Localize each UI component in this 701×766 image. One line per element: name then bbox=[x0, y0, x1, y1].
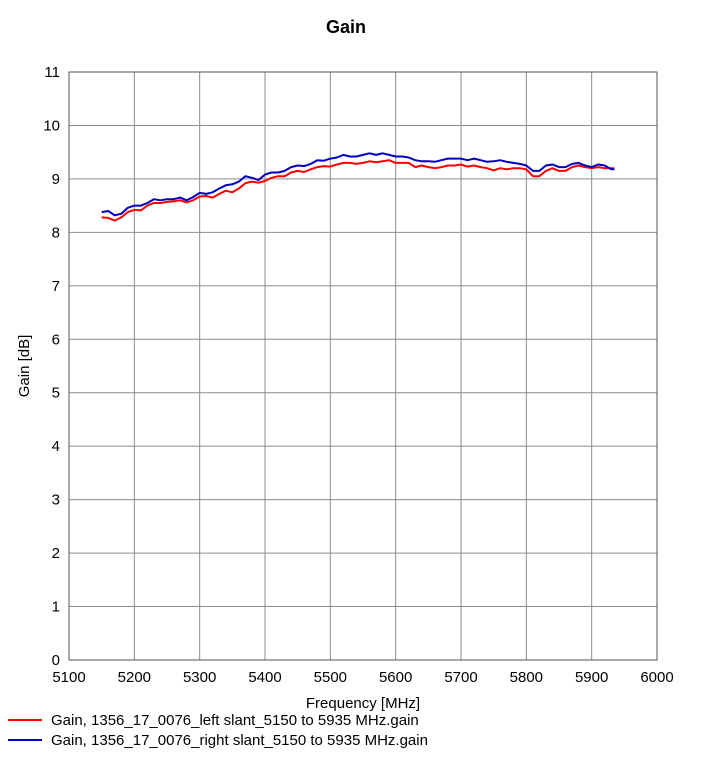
series-lines bbox=[101, 152, 615, 222]
chart-title: Gain bbox=[326, 17, 366, 37]
x-tick-label: 5200 bbox=[118, 669, 151, 686]
x-tick-label: 5400 bbox=[248, 669, 281, 686]
y-axis-label: Gain [dB] bbox=[16, 335, 33, 398]
x-tick-label: 5500 bbox=[314, 669, 347, 686]
y-tick-label: 0 bbox=[52, 652, 60, 669]
y-tick-label: 11 bbox=[44, 64, 60, 81]
y-tick-label: 10 bbox=[43, 117, 60, 134]
y-tick-label: 3 bbox=[52, 492, 60, 509]
x-tick-label: 5300 bbox=[183, 669, 216, 686]
axis-ticks: 5100 5200 5300 5400 5500 5600 5700 5800 5900 6000… bbox=[43, 64, 673, 686]
y-tick-label: 4 bbox=[52, 438, 60, 455]
x-tick-label: 5600 bbox=[379, 669, 412, 686]
x-tick-label: 6000 bbox=[640, 669, 673, 686]
series-line-1 bbox=[101, 152, 615, 217]
x-tick-label: 5700 bbox=[444, 669, 477, 686]
series-line-0 bbox=[101, 159, 615, 222]
grid-lines bbox=[68, 71, 658, 661]
x-tick-label: 5900 bbox=[575, 669, 608, 686]
legend-label-1: Gain, 1356_17_0076_right slant_5150 to 5… bbox=[51, 732, 428, 749]
y-tick-label: 9 bbox=[52, 171, 60, 188]
plot-frame bbox=[68, 71, 658, 661]
legend: Gain, 1356_17_0076_left slant_5150 to 59… bbox=[8, 712, 428, 749]
y-tick-label: 1 bbox=[52, 599, 60, 616]
y-tick-label: 6 bbox=[52, 331, 60, 348]
y-tick-label: 5 bbox=[52, 385, 60, 402]
x-tick-label: 5100 bbox=[52, 669, 85, 686]
x-axis-label: Frequency [MHz] bbox=[306, 695, 420, 712]
y-tick-label: 7 bbox=[52, 278, 60, 295]
legend-label-0: Gain, 1356_17_0076_left slant_5150 to 59… bbox=[51, 712, 419, 729]
x-tick-label: 5800 bbox=[510, 669, 543, 686]
y-tick-label: 8 bbox=[52, 224, 60, 241]
y-tick-label: 2 bbox=[52, 545, 60, 562]
